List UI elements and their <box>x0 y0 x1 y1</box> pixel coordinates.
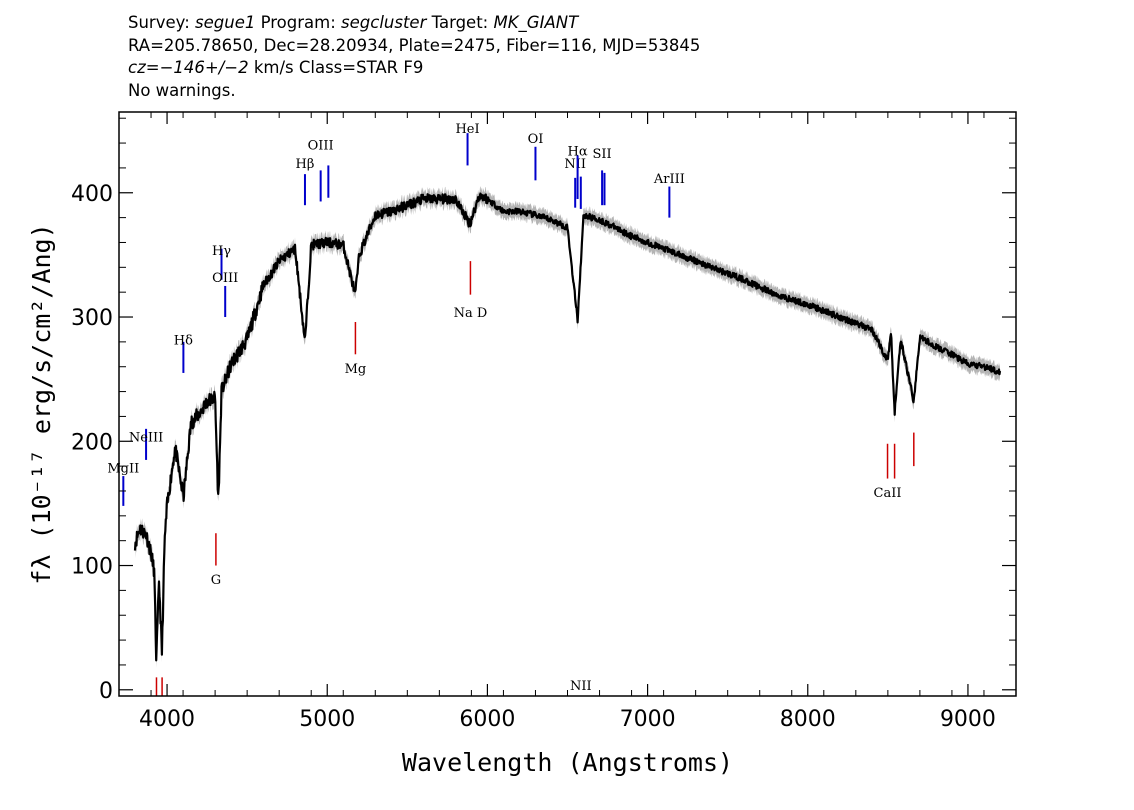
header-line-warnings: No warnings. <box>128 80 236 100</box>
header-line-survey: Survey: segue1 Program: segcluster Targe… <box>128 12 700 35</box>
emission-line-label: NII <box>570 679 592 694</box>
spectral-lines-layer: MgIINeIIIHδHγOIIIHβOIIIHeIOINIIHαNIISIIA… <box>107 122 915 696</box>
x-tick-label: 7000 <box>620 707 676 732</box>
emission-line-label: Hγ <box>212 244 231 259</box>
y-tick-label: 0 <box>99 679 113 704</box>
emission-line-label: NeIII <box>129 430 163 445</box>
emission-line-label: HeI <box>455 122 479 137</box>
absorption-line-label: CaII <box>874 486 902 501</box>
emission-line-label: OIII <box>212 271 238 286</box>
emission-line-label: ArIII <box>653 172 685 187</box>
class-value: km/s Class=STAR F9 <box>253 58 424 77</box>
emission-line-label: SII <box>593 147 612 162</box>
absorption-line-label: Mg <box>345 362 367 377</box>
emission-line-label: Hα <box>568 144 588 159</box>
program-value: segcluster <box>341 13 427 32</box>
x-tick-label: 6000 <box>459 707 515 732</box>
x-tick-label: 8000 <box>780 707 836 732</box>
emission-line-label: MgII <box>107 461 139 476</box>
spectrum-header: Survey: segue1 Program: segcluster Targe… <box>128 12 700 102</box>
x-tick-label: 9000 <box>940 707 996 732</box>
header-line-coords: RA=205.78650, Dec=28.20934, Plate=2475, … <box>128 35 701 55</box>
x-tick-label: 5000 <box>299 707 355 732</box>
emission-line-label: OI <box>528 132 544 147</box>
y-tick-label: 400 <box>71 182 113 207</box>
x-tick-label: 4000 <box>139 707 195 732</box>
target-value: MK_GIANT <box>493 13 579 32</box>
emission-line-label: NII <box>564 157 586 172</box>
axis-ticks-layer: 4000 5000 6000 7000 8000 9000 0 100 200 300 400 <box>71 112 1017 732</box>
y-tick-label: 200 <box>71 430 113 455</box>
x-axis-title: Wavelength (Angstroms) <box>402 748 733 777</box>
emission-line-label: Hβ <box>296 157 315 172</box>
emission-line-label: OIII <box>308 138 334 153</box>
program-label: Program: <box>260 13 336 32</box>
header-line-cz: cz=−146+/−2 km/s Class=STAR F9 <box>128 57 700 80</box>
y-tick-label: 100 <box>71 555 113 580</box>
cz-label: cz= <box>128 58 160 77</box>
error-band-layer <box>135 186 1000 668</box>
survey-value: segue1 <box>195 13 256 32</box>
survey-label: Survey: <box>128 13 190 32</box>
target-label: Target: <box>431 13 489 32</box>
spectrum-layer <box>133 192 1002 662</box>
y-tick-label: 300 <box>71 306 113 331</box>
error-band <box>135 186 1000 668</box>
cz-value: −146+/−2 <box>159 58 249 77</box>
absorption-line-label: Na D <box>454 306 488 321</box>
plot-frame <box>118 111 1017 697</box>
absorption-line-label: G <box>211 573 221 588</box>
spectrum-line <box>133 192 1002 662</box>
y-axis-title: fλ (10⁻¹⁷ erg/s/cm²/Ang) <box>27 223 56 584</box>
emission-line-label: Hδ <box>174 333 193 348</box>
